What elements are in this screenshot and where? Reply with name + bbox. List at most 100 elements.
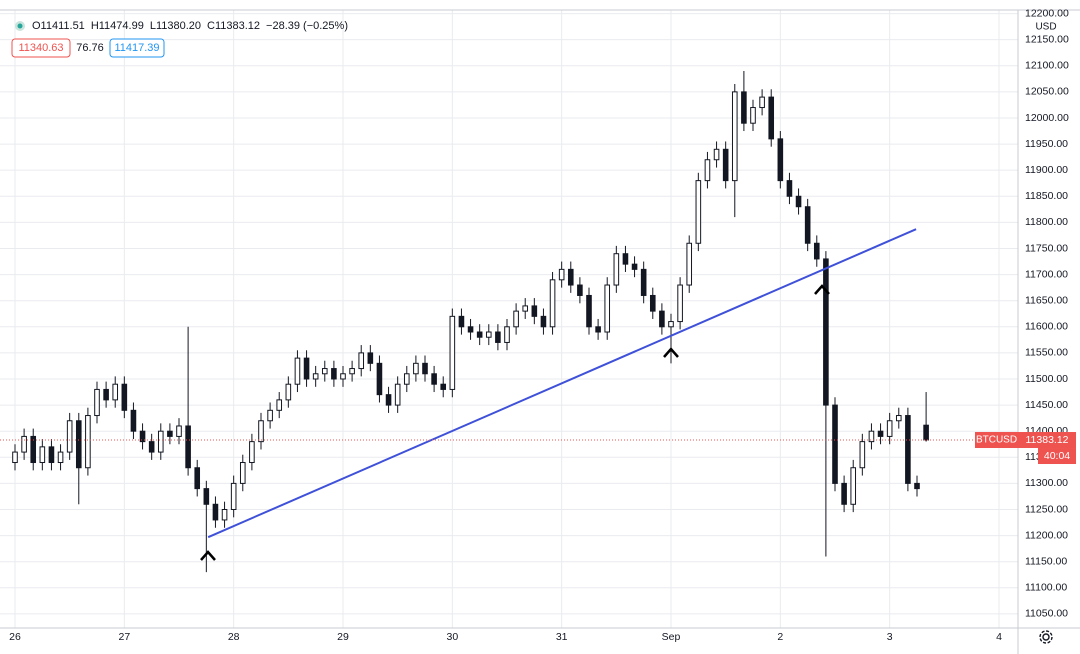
candle-body [48,446,55,464]
x-tick-label: 28 [228,631,240,643]
candle-body [777,138,784,182]
x-tick-label: 30 [446,631,458,643]
last-price: 11383.12 [1025,434,1068,446]
y-tick-label: 11850.00 [1025,190,1068,202]
candle-body [130,409,137,432]
candle-body [176,425,182,437]
candle-body [631,263,638,270]
candle-body [795,195,802,208]
countdown: 40:04 [1044,450,1070,462]
x-tick-label: 3 [887,631,893,643]
candle-body [85,415,91,469]
y-tick-label: 11250.00 [1025,503,1068,515]
bid: 11340.63 [18,42,63,54]
y-tick-label: 11550.00 [1025,347,1068,359]
pivot-marker [200,550,216,561]
candle-body [549,279,556,328]
candle-body [121,383,128,411]
candle-body [203,488,210,505]
candle-body [331,368,337,380]
x-tick-label: 26 [9,631,21,643]
candle-body [531,305,538,317]
candle-body [522,305,529,312]
status-dot [17,23,23,29]
candle-body [12,451,18,464]
y-tick-label: 11050.00 [1025,608,1068,620]
bid-badge [11,38,71,58]
candle-body [759,96,765,109]
candle-body [923,424,929,441]
candle-body [677,284,683,323]
candle-body [868,430,875,443]
candle-body [567,268,574,286]
candle-body [741,91,747,124]
y-tick-label: 11700.00 [1025,268,1068,280]
candle-body [513,310,519,328]
plot [0,70,1018,573]
candle-body [905,415,911,484]
candle-body [258,420,264,443]
candle-body [385,394,392,406]
candle-body [577,284,583,296]
ohlc-value: L11380.20 [150,20,201,32]
y-tick-label: 11450.00 [1025,399,1068,411]
y-tick-label: 11500.00 [1025,373,1068,385]
candle-body [813,242,820,260]
pivot-marker [814,284,830,295]
spread: 76.76 [76,42,104,54]
candle-body [750,107,756,124]
grid [0,10,1018,628]
candle-body [859,441,866,469]
candle-body [804,206,811,244]
trend-line [207,228,917,539]
candle-body [540,315,547,328]
candle-body [312,373,319,380]
x-tick-label: 27 [118,631,130,643]
candle-body [340,373,346,380]
y-tick-label: 11950.00 [1025,138,1068,150]
ohlc-value: O11411.51 [32,20,85,32]
x-tick-label: 4 [996,631,1002,643]
candle-body [686,242,693,286]
ohlc-value: C11383.12 [207,20,260,32]
y-tick-label: 11200.00 [1025,529,1068,541]
candle-body [504,326,510,343]
candle-body [112,383,119,401]
candle-body [66,420,73,453]
candle-body [586,294,592,328]
ask: 11417.39 [114,42,159,54]
ohlc-value: −28.39 (−0.25%) [266,20,348,32]
y-tick-label: 12000.00 [1025,112,1069,124]
last-price-badge [1018,432,1076,449]
candle-body [850,467,857,505]
candle-body [57,451,64,464]
candle-body [622,253,629,265]
candle-body [440,383,447,390]
y-tick-label: 12200.00 [1025,7,1069,19]
y-tick-label: 11300.00 [1025,477,1068,489]
pivot-marker [663,347,679,358]
candle-body [640,268,647,296]
candle-body [604,284,611,333]
candle-body [823,258,829,406]
candle-body [476,331,483,338]
candle-body [157,430,164,453]
candle-body [558,268,565,281]
candle-body [403,373,410,385]
y-tick-label: 11600.00 [1025,321,1068,333]
candle-body [449,315,456,390]
candle-body [495,331,501,343]
candle-body [349,368,355,375]
settings-icon[interactable] [1039,630,1053,644]
y-tick-label: 11650.00 [1025,294,1068,306]
x-tick-label: 29 [337,631,349,643]
candle-body [713,148,720,161]
candle-body [249,441,255,464]
y-tick-label: 12100.00 [1025,60,1069,72]
candle-body [139,430,146,443]
candle-body [285,383,292,401]
candle-body [103,388,109,401]
candle-body [485,331,492,338]
candle-body [221,508,228,521]
candle-body [303,357,310,380]
